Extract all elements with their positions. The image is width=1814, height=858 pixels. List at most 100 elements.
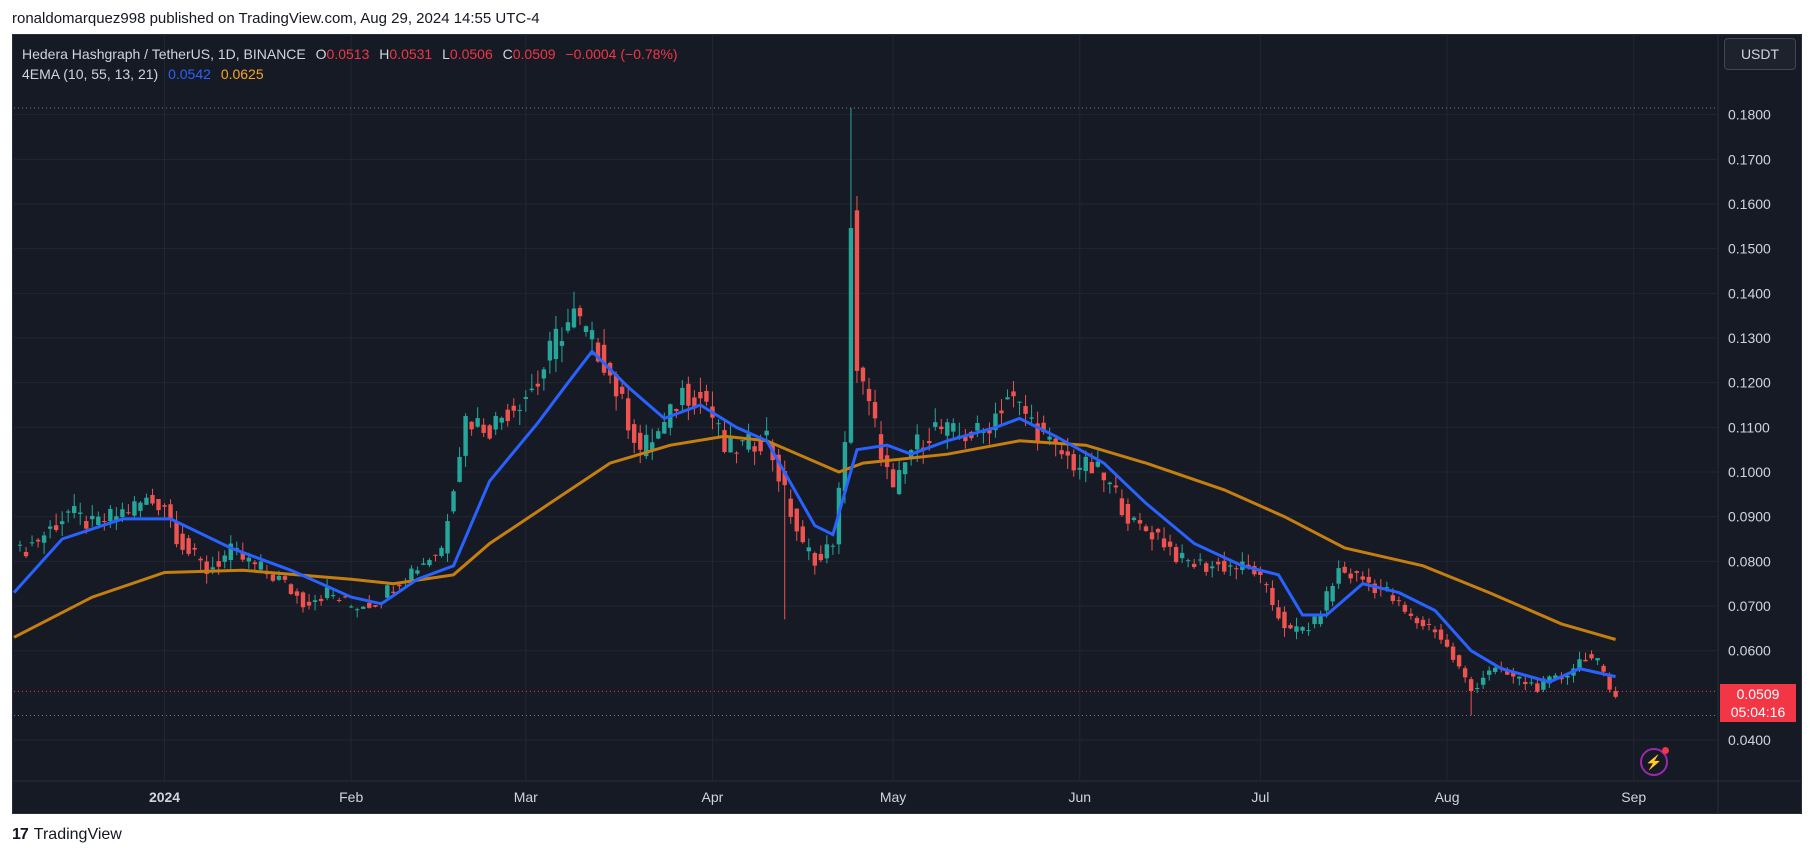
low-label: L	[442, 46, 450, 62]
lightning-icon[interactable]: ⚡	[1640, 747, 1669, 776]
candle-body	[1216, 561, 1221, 565]
candle-body	[1306, 630, 1311, 632]
chart-frame[interactable]	[12, 34, 1802, 814]
x-tick-label: Feb	[339, 789, 363, 805]
candle-body	[794, 508, 799, 532]
candle-body	[999, 410, 1004, 414]
candle-body	[1059, 450, 1064, 455]
candle-body	[108, 509, 113, 522]
y-tick-label: 0.0900	[1728, 509, 1771, 525]
candle-body	[427, 559, 432, 566]
candle-body	[1077, 467, 1082, 470]
candle-body	[1547, 676, 1552, 684]
candle-body	[511, 405, 516, 411]
y-tick-label: 0.0400	[1728, 732, 1771, 748]
candle-body	[138, 502, 143, 511]
indicator-row: 4EMA (10, 55, 13, 21) 0.0542 0.0625	[22, 64, 678, 84]
candle-body	[1318, 616, 1323, 625]
candle-body	[963, 436, 968, 442]
candle-body	[1276, 607, 1281, 619]
candle-body	[993, 413, 998, 431]
candle-body	[114, 516, 119, 522]
candle-body	[216, 561, 221, 567]
candle-body	[1607, 676, 1612, 690]
candle-body	[1529, 682, 1534, 684]
candle-body	[565, 322, 571, 331]
candle-body	[854, 210, 860, 371]
candle-body	[336, 599, 342, 601]
candle-body	[23, 551, 29, 557]
candle-body	[619, 386, 625, 394]
candle-body	[53, 525, 59, 530]
candle-body	[1210, 566, 1215, 569]
candle-body	[987, 429, 992, 434]
candle-body	[300, 592, 306, 608]
candle-body	[746, 433, 751, 450]
ema-slow-line	[13, 434, 1617, 641]
brand-name: TradingView	[33, 826, 122, 843]
candle-body	[373, 605, 378, 607]
candle-body	[180, 533, 185, 550]
candle-body	[397, 584, 402, 587]
candle-body	[433, 554, 438, 556]
candle-body	[553, 328, 559, 360]
candle-body	[132, 501, 137, 516]
candle-body	[1155, 528, 1161, 533]
symbol-title[interactable]: Hedera Hashgraph / TetherUS, 1D, BINANCE	[22, 46, 306, 62]
candle-body	[144, 497, 149, 505]
candle-body	[1535, 683, 1540, 692]
candle-body	[752, 446, 757, 452]
candle-body	[523, 397, 529, 399]
candle-body	[758, 437, 763, 452]
candle-body	[1523, 681, 1528, 685]
candle-body	[800, 526, 805, 543]
candle-body	[41, 535, 47, 543]
candle-body	[1517, 676, 1522, 679]
candle-body	[589, 330, 595, 340]
candle-body	[204, 561, 209, 575]
candle-body	[240, 552, 246, 560]
open-label: O	[315, 46, 327, 62]
candle-body	[1203, 563, 1209, 572]
candle-body	[1005, 397, 1010, 400]
candle-body	[1583, 659, 1588, 662]
candle-body	[288, 584, 294, 594]
candle-body	[914, 434, 920, 450]
candle-body	[355, 609, 360, 611]
x-tick-label: May	[880, 789, 906, 805]
candle-body	[1426, 623, 1432, 625]
bar-countdown: 05:04:16	[1730, 704, 1786, 720]
candle-body	[890, 469, 896, 488]
candle-body	[1161, 538, 1167, 548]
y-tick-label: 0.1400	[1728, 285, 1771, 301]
indicator-title[interactable]: 4EMA (10, 55, 13, 21)	[22, 66, 159, 82]
candle-body	[228, 543, 233, 561]
candle-body	[842, 442, 848, 492]
candle-body	[1613, 691, 1618, 697]
candle-body	[650, 442, 655, 451]
last-price-tag: 0.0509 05:04:16	[1720, 684, 1796, 722]
candle-body	[469, 421, 474, 430]
candle-body	[656, 431, 661, 439]
candle-body	[1348, 573, 1353, 579]
candle-body	[1312, 616, 1317, 625]
candle-body	[367, 602, 372, 608]
candle-body	[294, 591, 300, 596]
candle-body	[1246, 564, 1251, 567]
candle-body	[246, 557, 252, 562]
candle-body	[927, 440, 932, 444]
candle-body	[126, 512, 131, 514]
candle-body	[1432, 629, 1438, 633]
candle-body	[318, 598, 324, 602]
candle-body	[1402, 604, 1408, 612]
candle-body	[1601, 665, 1606, 672]
candle-body	[1390, 595, 1396, 601]
candle-body	[788, 498, 793, 517]
candle-body	[1354, 571, 1359, 573]
candle-body	[1011, 391, 1016, 397]
candle-body	[29, 542, 35, 544]
candle-body	[487, 425, 492, 439]
low-value: 0.0506	[449, 46, 493, 62]
currency-button[interactable]: USDT	[1724, 38, 1796, 70]
